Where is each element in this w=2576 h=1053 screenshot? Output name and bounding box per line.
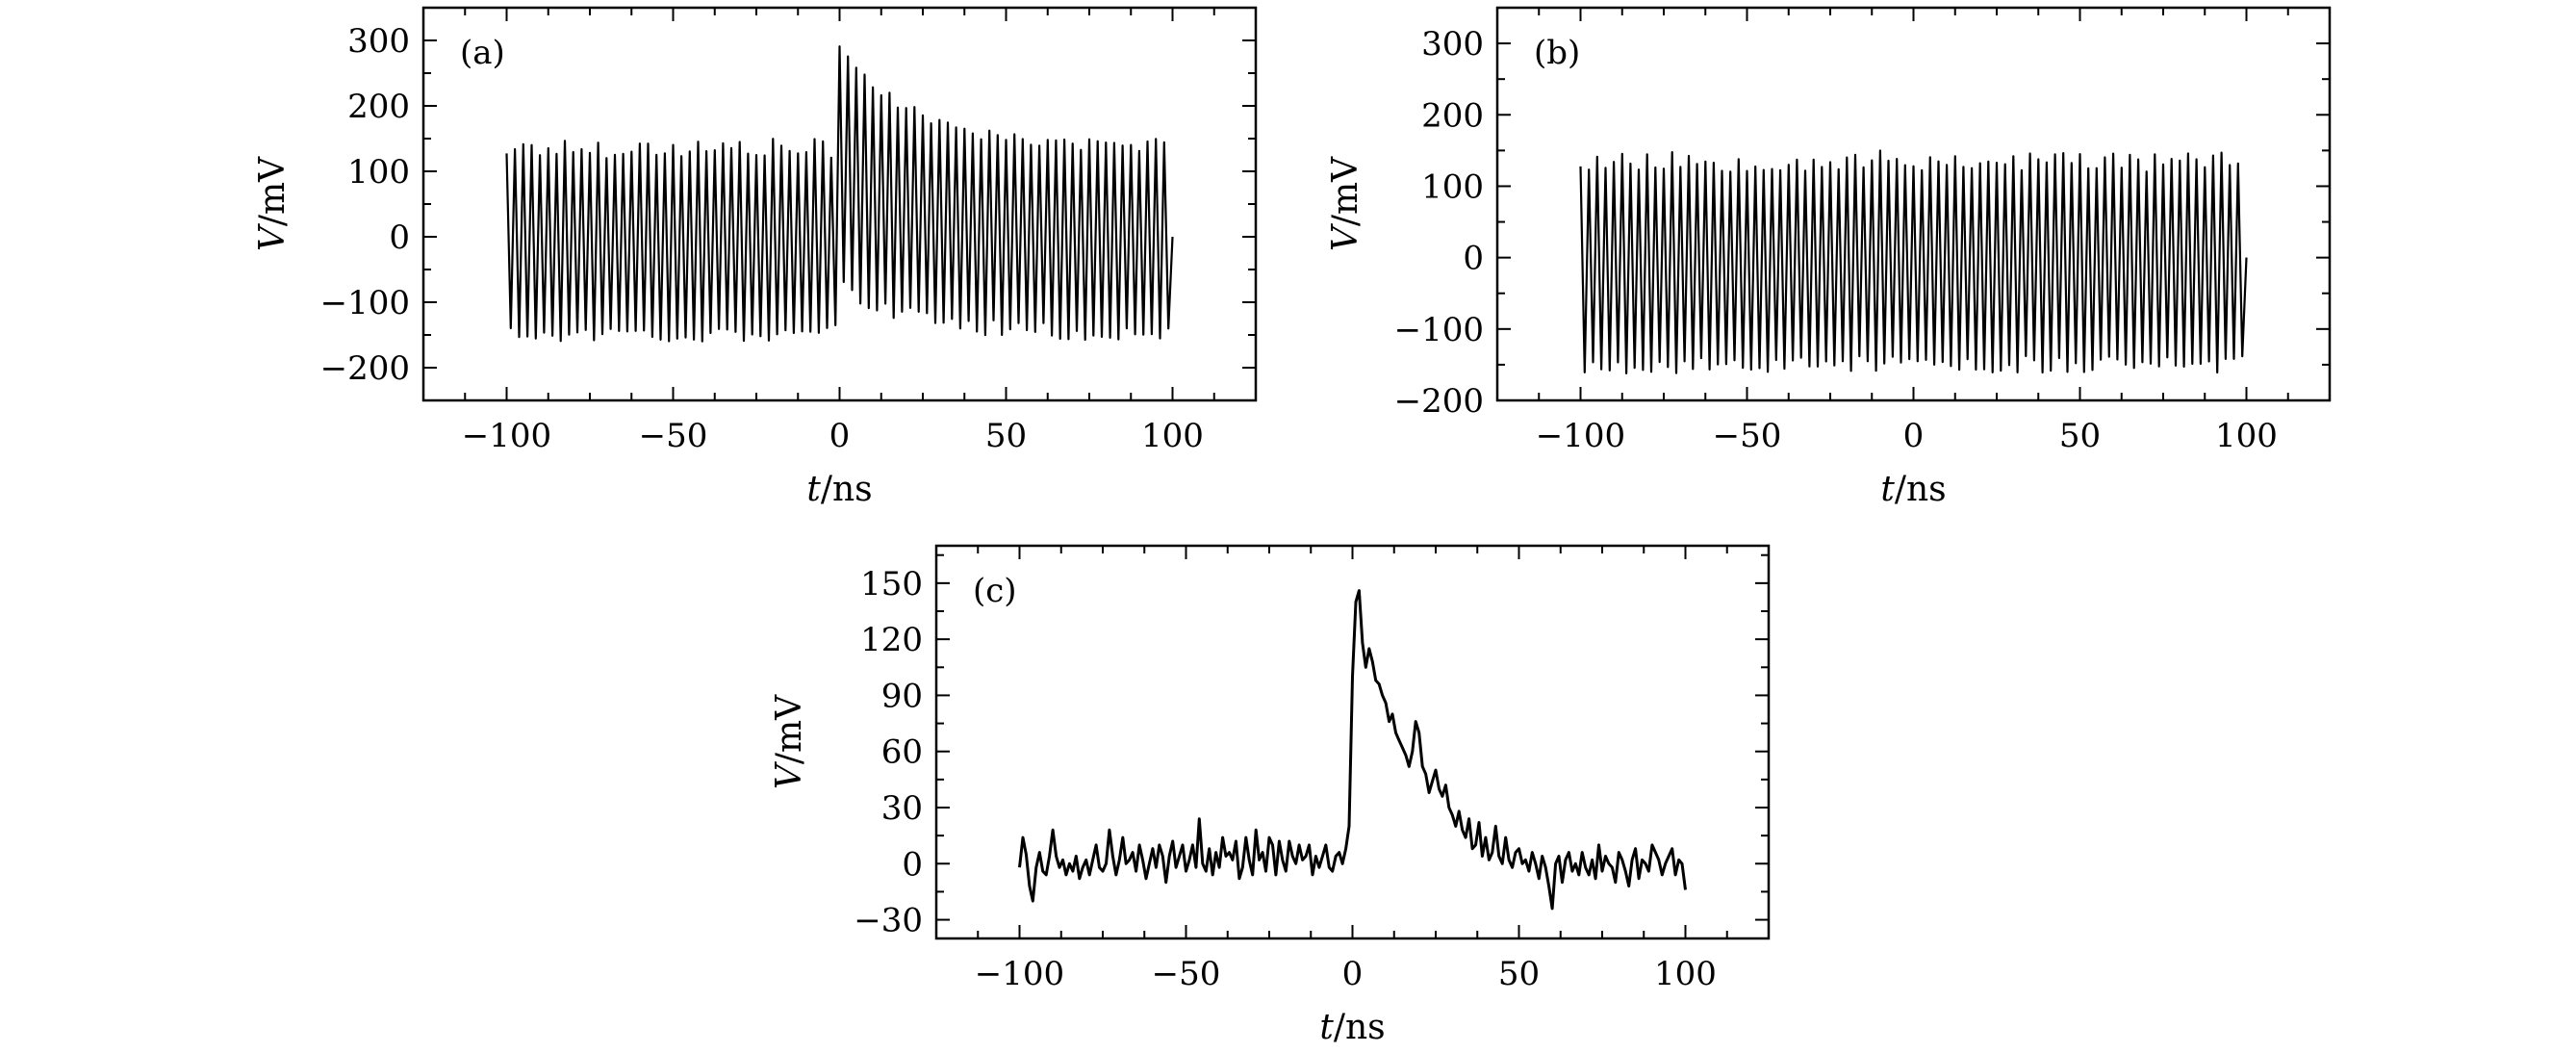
x-tick-label: 100 <box>1141 417 1204 455</box>
chart-panel-b: −100 −50 0 50 100 −200 −100 0 100 200 300 (b) t/ns V/… <box>1326 6 2332 509</box>
x-tick-label: 0 <box>1342 955 1364 993</box>
x-tick-label: 50 <box>1498 955 1540 993</box>
y-tick-label: 30 <box>881 789 923 828</box>
y-tick-label: 0 <box>902 845 923 884</box>
y-tick-label: −100 <box>1394 311 1484 349</box>
panel-label-c: (c) <box>973 572 1017 610</box>
y-tick-label: 120 <box>860 621 923 659</box>
y-tick-label: −200 <box>320 349 410 388</box>
y-tick-label: −30 <box>854 902 923 940</box>
y-tick-label: 200 <box>347 88 410 126</box>
x-tick-label: −100 <box>975 955 1064 993</box>
y-tick-label: −100 <box>320 284 410 322</box>
x-tick-label: −50 <box>1152 955 1221 993</box>
y-tick-label: 150 <box>860 565 923 604</box>
x-tick-label: 50 <box>2059 417 2101 455</box>
y-axis-label-c: V/mV <box>770 694 809 789</box>
y-tick-label: 0 <box>1463 240 1484 278</box>
x-tick-label: −50 <box>1713 417 1782 455</box>
y-tick-label: −200 <box>1394 382 1484 421</box>
y-axis-label-b: V/mV <box>1326 156 1365 251</box>
x-tick-label: 0 <box>1903 417 1925 455</box>
chart-panel-a: −100 −50 0 50 100 −200 −100 0 100 200 300 (a) t/ns V/… <box>253 6 1258 509</box>
x-tick-label: −50 <box>639 417 708 455</box>
y-tick-label: 100 <box>347 153 410 192</box>
y-tick-label: 200 <box>1421 96 1484 135</box>
x-tick-label: −100 <box>462 417 551 455</box>
panel-label-a: (a) <box>460 34 505 72</box>
y-tick-label: 300 <box>347 22 410 61</box>
series-line-c <box>1018 589 1687 911</box>
panel-label-b: (b) <box>1534 34 1580 72</box>
y-tick-label: 100 <box>1421 167 1484 206</box>
series-line-a <box>505 45 1174 343</box>
chart-panel-c: −100 −50 0 50 100 −30 0 30 60 90 120 150 (c) t/ns V/mV <box>770 544 1771 1047</box>
x-tick-label: 0 <box>829 417 851 455</box>
x-axis-label-b: t/ns <box>1880 470 1946 509</box>
y-axis-label-a: V/mV <box>253 156 293 251</box>
series-line-b <box>1579 149 2248 374</box>
plot-frame-c <box>934 544 1771 940</box>
y-tick-label: 0 <box>389 218 410 257</box>
x-tick-label: −100 <box>1536 417 1625 455</box>
x-tick-label: 100 <box>1654 955 1717 993</box>
y-tick-label: 90 <box>881 677 923 715</box>
x-axis-label-c: t/ns <box>1319 1008 1385 1047</box>
y-tick-label: 300 <box>1421 25 1484 64</box>
x-tick-label: 50 <box>985 417 1027 455</box>
x-tick-label: 100 <box>2215 417 2278 455</box>
y-tick-label: 60 <box>881 733 923 772</box>
x-axis-label-a: t/ns <box>806 470 872 509</box>
